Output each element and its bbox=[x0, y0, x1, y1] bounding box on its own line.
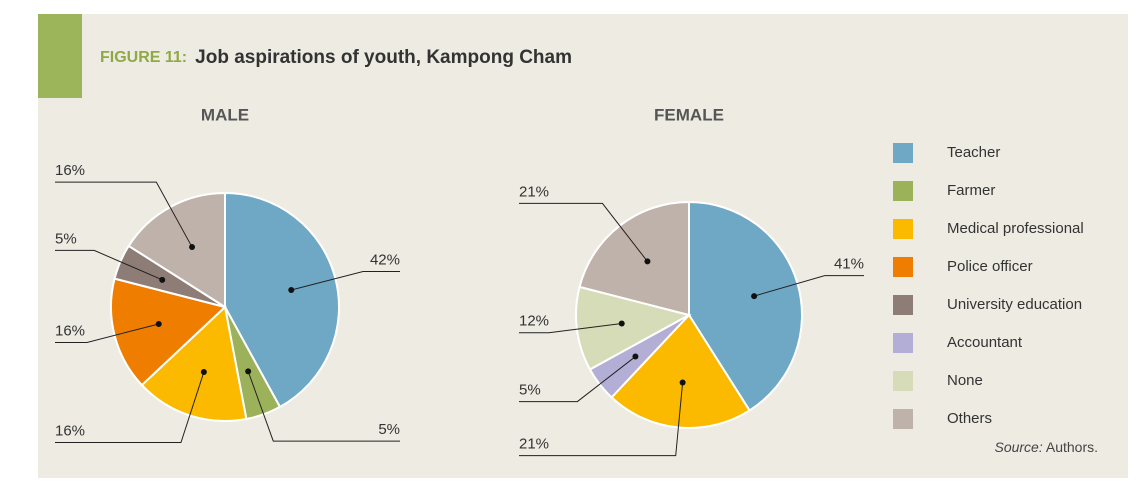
legend-swatch bbox=[893, 295, 913, 315]
value-label: 16% bbox=[55, 162, 85, 179]
leader-dot bbox=[618, 320, 625, 327]
value-label: 41% bbox=[834, 256, 864, 273]
leader-dot bbox=[245, 368, 252, 375]
leader-dot bbox=[189, 244, 196, 251]
figure-title: Job aspirations of youth, Kampong Cham bbox=[195, 47, 572, 68]
value-label: 21% bbox=[519, 183, 549, 200]
legend-swatch bbox=[893, 219, 913, 239]
legend-label: Medical professional bbox=[947, 220, 1084, 237]
leader-line bbox=[55, 249, 163, 281]
leader-line bbox=[519, 202, 648, 262]
pie-title: FEMALE bbox=[654, 105, 724, 124]
source: Source: Authors. bbox=[994, 439, 1098, 455]
value-label: 16% bbox=[55, 322, 85, 339]
value-label: 16% bbox=[55, 422, 85, 439]
leader-line bbox=[519, 382, 684, 457]
legend-label: None bbox=[947, 372, 983, 389]
value-label: 21% bbox=[519, 436, 549, 453]
leader-dot bbox=[200, 369, 207, 376]
source-text: Authors. bbox=[1046, 439, 1098, 455]
leader-line bbox=[519, 323, 622, 334]
leader-dot bbox=[644, 258, 651, 265]
leader-line bbox=[247, 371, 400, 442]
legend-swatch bbox=[893, 409, 913, 429]
leader-dot bbox=[632, 353, 639, 360]
leader-line bbox=[55, 323, 159, 343]
legend-label: Accountant bbox=[947, 334, 1023, 351]
value-label: 12% bbox=[519, 313, 549, 330]
value-label: 42% bbox=[370, 252, 400, 269]
legend-label: Farmer bbox=[947, 182, 995, 199]
leader-dot bbox=[159, 276, 166, 283]
figure-label: FIGURE 11: bbox=[100, 49, 187, 66]
legend-swatch bbox=[893, 371, 913, 391]
legend-swatch bbox=[893, 181, 913, 201]
legend-swatch bbox=[893, 257, 913, 277]
accent-block bbox=[38, 14, 82, 98]
leader-line bbox=[55, 371, 205, 444]
source-label: Source: bbox=[994, 439, 1042, 455]
leader-dot bbox=[288, 286, 295, 293]
legend-swatch bbox=[893, 143, 913, 163]
legend-label: University education bbox=[947, 296, 1082, 313]
legend-swatch bbox=[893, 333, 913, 353]
leader-dot bbox=[679, 379, 686, 386]
leader-dot bbox=[751, 293, 758, 300]
leader-dot bbox=[155, 321, 162, 328]
legend-label: Others bbox=[947, 410, 992, 427]
pie-title: MALE bbox=[201, 105, 249, 124]
value-label: 5% bbox=[55, 230, 77, 247]
leader-line bbox=[753, 275, 864, 297]
leader-line bbox=[291, 271, 400, 291]
leader-line bbox=[519, 356, 636, 403]
value-label: 5% bbox=[519, 382, 541, 399]
leader-line bbox=[55, 181, 193, 248]
legend-label: Police officer bbox=[947, 258, 1033, 275]
legend-label: Teacher bbox=[947, 144, 1000, 161]
value-label: 5% bbox=[378, 421, 400, 438]
